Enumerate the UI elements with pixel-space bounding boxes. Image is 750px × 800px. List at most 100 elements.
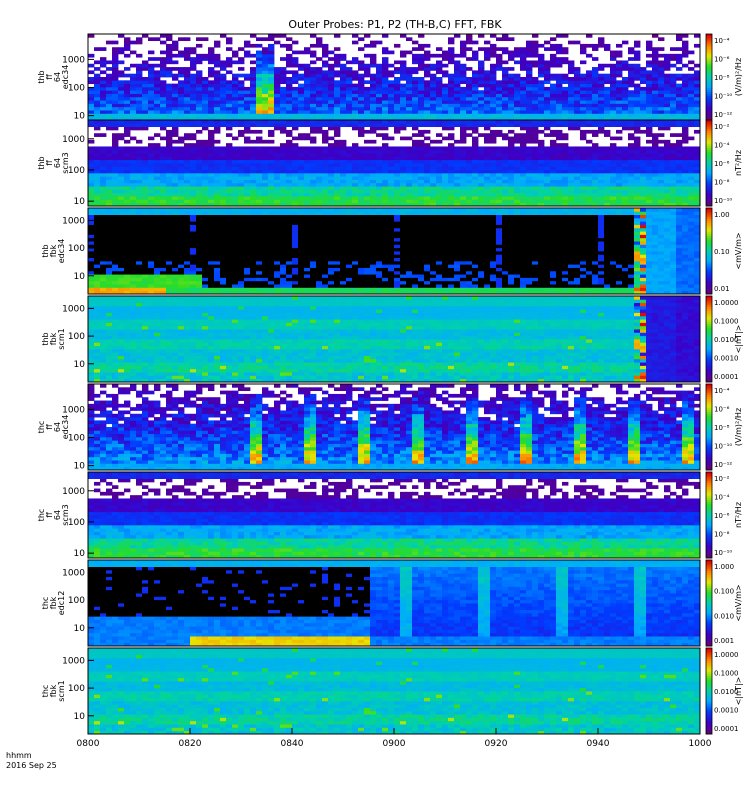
spectrogram-cell (592, 156, 599, 161)
spectrogram-cell (478, 103, 485, 108)
spectrogram-cell (562, 80, 569, 85)
spectrogram-cell (610, 136, 617, 141)
spectrogram-cell (646, 43, 653, 48)
spectrogram-cell (430, 90, 437, 94)
spectrogram-cell (292, 179, 299, 184)
spectrogram-cell (220, 106, 227, 111)
spectrogram-cell (202, 287, 209, 292)
spectrogram-cell (418, 159, 425, 164)
spectrogram-cell (202, 57, 209, 61)
spectrogram-cell (118, 47, 125, 51)
spectrogram-cell (484, 113, 491, 118)
spectrogram-cell (352, 166, 359, 171)
spectrogram-cell (298, 179, 305, 184)
spectrogram-cell (166, 60, 173, 65)
spectrogram-cell (628, 96, 635, 101)
spectrogram-cell (412, 139, 419, 144)
spectrogram-cell (610, 110, 617, 114)
spectrogram-cell (538, 96, 545, 101)
spectrogram-cell (232, 163, 239, 167)
spectrogram-cell (190, 260, 197, 265)
spectrogram-cell (682, 179, 689, 184)
spectrogram-cell (682, 166, 689, 171)
spectrogram-cell (106, 90, 113, 94)
spectrogram-cell (124, 208, 131, 212)
spectrogram-cell (628, 120, 635, 124)
spectrogram-cell (526, 103, 533, 108)
spectrogram-cell (664, 83, 671, 88)
spectrogram-cell (184, 217, 191, 222)
spectrogram-cell (118, 290, 125, 295)
spectrogram-cell (214, 267, 221, 272)
spectrogram-cell (370, 80, 377, 85)
spectrogram-cell (118, 217, 125, 222)
spectrogram-cell (94, 73, 101, 78)
spectrogram-cell (418, 179, 425, 184)
spectrogram-cell (466, 106, 473, 111)
spectrogram-cell (526, 159, 533, 164)
spectrogram-cell (562, 163, 569, 167)
spectrogram-cell (124, 153, 131, 157)
spectrogram-cell (328, 192, 335, 197)
spectrogram-cell (148, 100, 155, 104)
spectrogram-cell (460, 40, 467, 45)
spectrogram-cell (274, 196, 281, 200)
spectrogram-cell (568, 67, 575, 71)
spectrogram-cell (106, 260, 113, 265)
spectrogram-cell (220, 169, 227, 174)
spectrogram-cell (382, 163, 389, 167)
spectrogram-cell (394, 113, 401, 118)
spectrogram-cell (460, 110, 467, 114)
spectrogram-cell (202, 277, 209, 282)
spectrogram-cell (658, 120, 665, 124)
spectrogram-cell (154, 257, 161, 262)
spectrogram-cell (364, 100, 371, 104)
spectrogram-cell (640, 192, 647, 197)
spectrogram-cell (220, 159, 227, 164)
spectrogram-cell (652, 149, 659, 154)
spectrogram-cell (460, 176, 467, 180)
spectrogram-cell (334, 63, 341, 68)
spectrogram-cell (514, 100, 521, 104)
spectrogram-cell (640, 186, 647, 190)
spectrogram-cell (586, 73, 593, 78)
spectrogram-cell (376, 100, 383, 104)
spectrogram-cell (658, 189, 665, 194)
spectrogram-cell (118, 73, 125, 78)
spectrogram-cell (268, 186, 275, 190)
spectrogram-cell (88, 290, 95, 295)
spectrogram-cell (634, 202, 641, 207)
spectrogram-cell (460, 159, 467, 164)
spectrogram-cell (388, 172, 395, 177)
spectrogram-cell (184, 208, 191, 212)
spectrogram-cell (364, 123, 371, 128)
spectrogram-cell (496, 86, 503, 91)
spectrogram-cell (136, 80, 143, 85)
spectrogram-cell (166, 163, 173, 167)
spectrogram-cell (400, 106, 407, 111)
spectrogram-cell (100, 90, 107, 94)
spectrogram-cell (148, 224, 155, 229)
spectrogram-cell (694, 182, 701, 187)
spectrogram-cell (88, 163, 95, 167)
spectrogram-cell (664, 199, 671, 204)
spectrogram-cell (274, 179, 281, 184)
spectrogram-cell (100, 77, 107, 81)
spectrogram-cell (634, 43, 641, 48)
spectrogram-cell (316, 192, 323, 197)
spectrogram-cell (520, 146, 527, 151)
spectrogram-cell (262, 73, 269, 78)
spectrogram-cell (124, 224, 131, 229)
spectrogram-cell (334, 100, 341, 104)
spectrogram-cell (238, 80, 245, 85)
spectrogram-cell (184, 57, 191, 61)
spectrogram-cell (298, 120, 305, 124)
spectrogram-cell (466, 189, 473, 194)
spectrogram-cell (316, 37, 323, 42)
spectrogram-cell (130, 227, 137, 232)
spectrogram-cell (118, 120, 125, 124)
spectrogram-cell (592, 47, 599, 51)
spectrogram-cell (112, 116, 119, 121)
spectrogram-cell (418, 113, 425, 118)
spectrogram-cell (340, 100, 347, 104)
